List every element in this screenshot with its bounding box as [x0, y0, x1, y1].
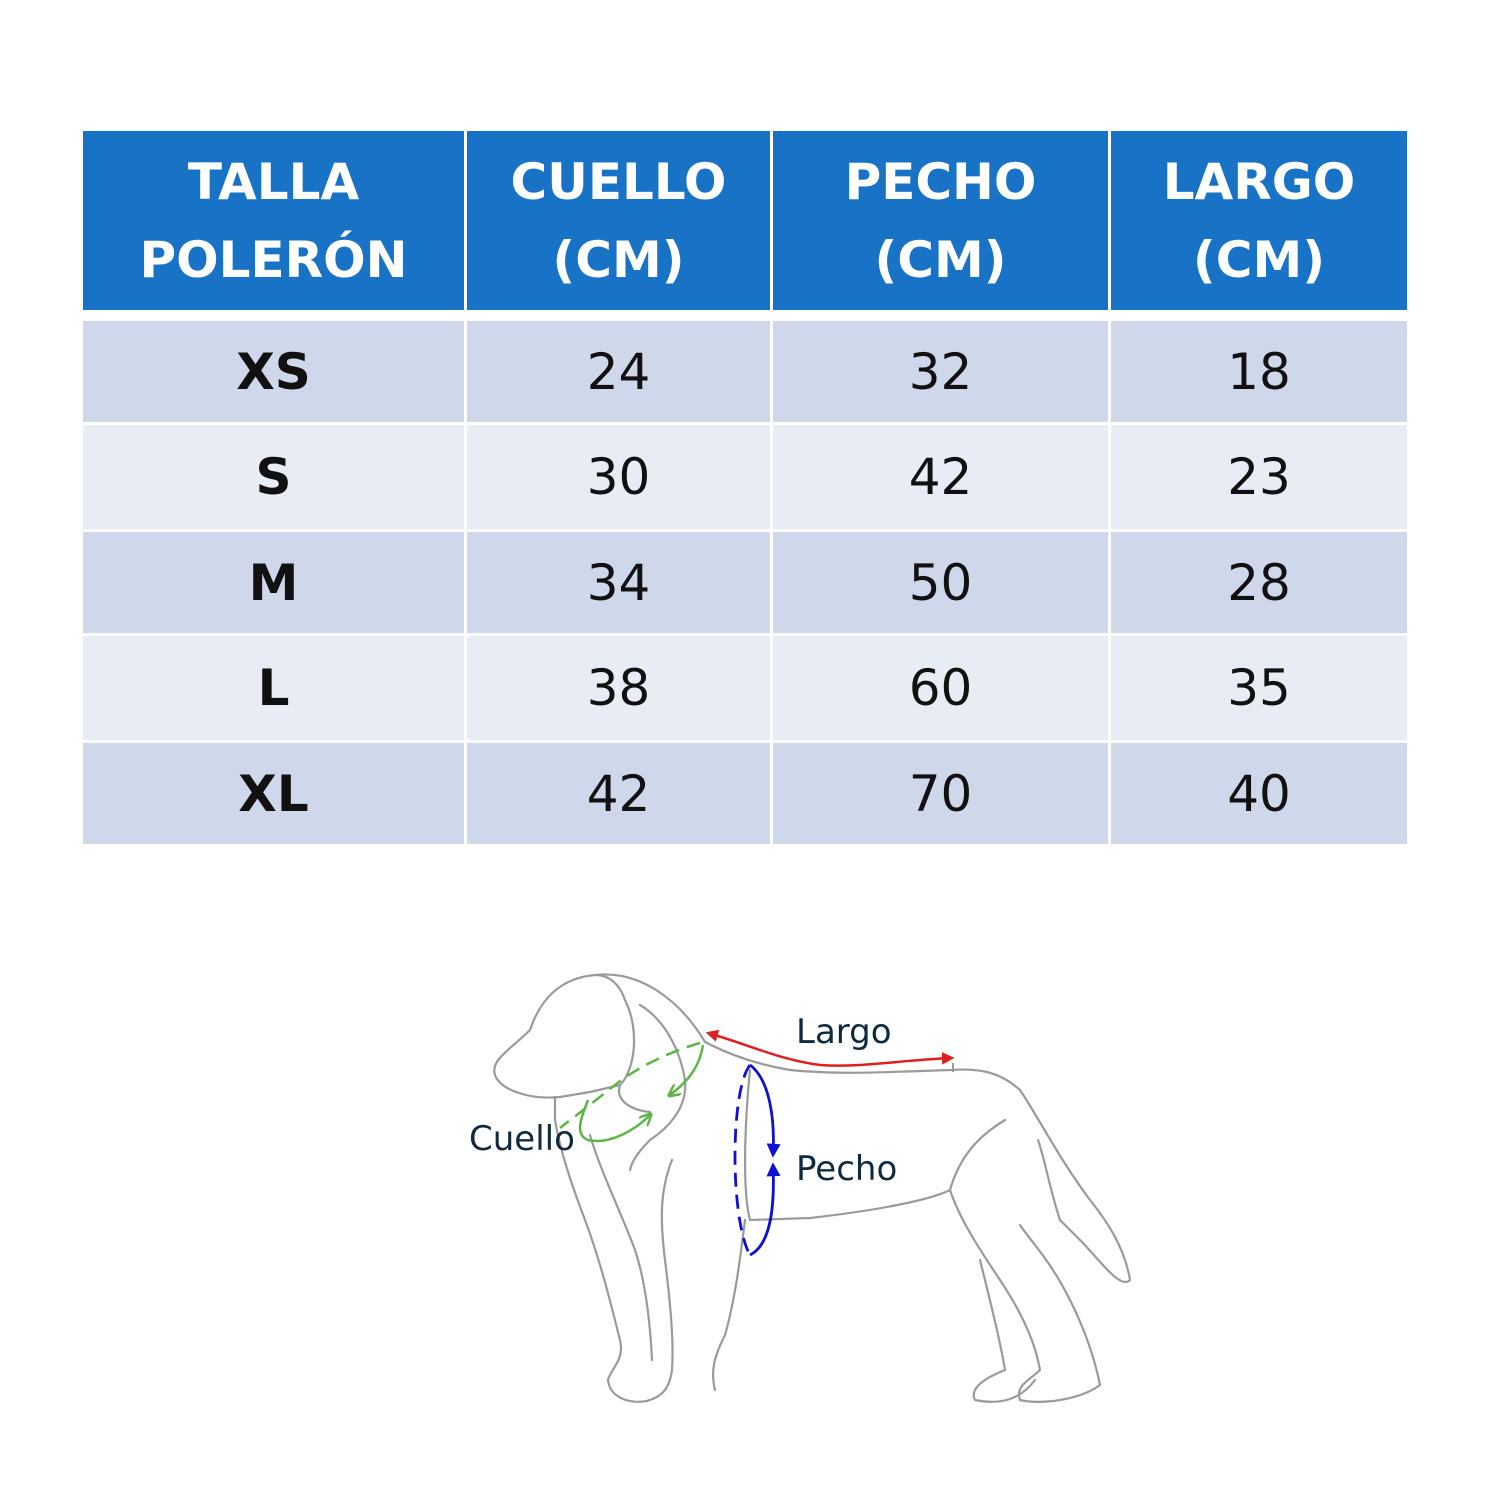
header-line: (CM) — [874, 230, 1007, 289]
table-row: XL 42 70 40 — [83, 740, 1407, 844]
header-pecho: PECHO (CM) — [773, 131, 1111, 310]
cell-pecho: 50 — [773, 529, 1111, 633]
cell-pecho: 42 — [773, 422, 1111, 529]
cell-cuello: 24 — [467, 310, 773, 422]
header-cuello: CUELLO (CM) — [467, 131, 773, 310]
label-cuello: Cuello — [469, 1119, 575, 1159]
header-line: (CM) — [552, 230, 685, 289]
header-line: CUELLO — [510, 152, 727, 211]
cell-size: M — [83, 529, 467, 633]
cell-size: XS — [83, 310, 467, 422]
header-line: POLERÓN — [139, 230, 408, 289]
cell-cuello: 42 — [467, 740, 773, 844]
cell-pecho: 60 — [773, 633, 1111, 740]
table-row: S 30 42 23 — [83, 422, 1407, 529]
header-talla: TALLA POLERÓN — [83, 131, 467, 310]
cell-cuello: 38 — [467, 633, 773, 740]
cell-cuello: 30 — [467, 422, 773, 529]
cell-largo: 18 — [1111, 310, 1407, 422]
table-row: L 38 60 35 — [83, 633, 1407, 740]
label-largo: Largo — [796, 1012, 892, 1052]
dog-measurement-diagram: Largo Cuello Pecho — [469, 973, 1132, 1403]
cuello-arrow — [559, 1041, 705, 1143]
header-line: LARGO — [1162, 152, 1356, 211]
header-line: PECHO — [844, 152, 1037, 211]
cell-largo: 35 — [1111, 633, 1407, 740]
header-line: (CM) — [1192, 230, 1326, 289]
size-chart-table: TALLA POLERÓN CUELLO (CM) PECHO (CM) LARGO (… — [83, 131, 1407, 844]
header-line: TALLA — [187, 152, 360, 211]
cell-cuello: 34 — [467, 529, 773, 633]
cell-pecho: 70 — [773, 740, 1111, 844]
header-largo: LARGO (CM) — [1111, 131, 1407, 310]
table-row: XS 24 32 18 — [83, 310, 1407, 422]
cell-largo: 23 — [1111, 422, 1407, 529]
cell-pecho: 32 — [773, 310, 1111, 422]
cell-largo: 28 — [1111, 529, 1407, 633]
cell-size: S — [83, 422, 467, 529]
largo-arrow — [705, 1029, 955, 1072]
table-row: M 34 50 28 — [83, 529, 1407, 633]
table-header-row: TALLA POLERÓN CUELLO (CM) PECHO (CM) LARGO (… — [83, 131, 1407, 310]
dog-outline-icon — [493, 973, 1132, 1403]
cell-size: L — [83, 633, 467, 740]
label-pecho: Pecho — [796, 1149, 897, 1189]
cell-size: XL — [83, 740, 467, 844]
cell-largo: 40 — [1111, 740, 1407, 844]
pecho-arrow — [733, 1063, 781, 1257]
